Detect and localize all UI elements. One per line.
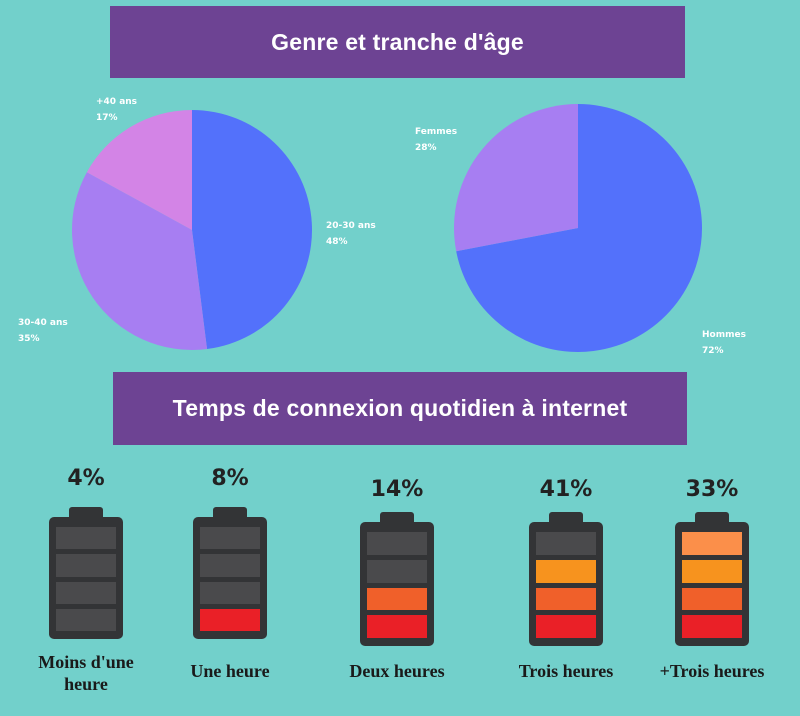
pie1-value-2: 17% xyxy=(96,113,118,123)
battery-percent: 33% xyxy=(685,477,739,502)
battery-cell xyxy=(56,554,116,577)
battery-cell xyxy=(536,559,596,583)
battery-cell xyxy=(682,587,742,611)
battery-cell xyxy=(200,608,260,631)
battery-percent: 14% xyxy=(370,477,424,502)
battery-percent: 8% xyxy=(211,466,249,491)
battery-cell xyxy=(200,527,260,550)
pie1-slice-30-40-ans xyxy=(71,172,208,351)
pie2-slice-femmes xyxy=(454,104,578,252)
battery-label: +Trois heures xyxy=(659,661,765,681)
battery-cell xyxy=(536,615,596,638)
battery-cap xyxy=(213,507,247,519)
battery-cell xyxy=(56,581,116,604)
pie-charts: 20-30 ans 48% 30-40 ans 35% +40 ans 17% Hommes… xyxy=(18,97,746,356)
pie1-label-1: 30-40 ans xyxy=(18,318,68,328)
pie1-label-0: 20-30 ans xyxy=(326,221,376,231)
battery-cell xyxy=(536,532,596,555)
pie2-slice-hommes xyxy=(456,104,702,352)
battery-cell xyxy=(200,581,260,604)
battery-cell xyxy=(682,532,742,555)
battery-cell xyxy=(367,559,427,583)
header-genre-age: Genre et tranche d'âge xyxy=(110,6,685,78)
battery-body xyxy=(675,522,749,646)
battery-body xyxy=(360,522,434,646)
battery-cell xyxy=(56,527,116,550)
battery-cell xyxy=(367,615,427,638)
battery-cell xyxy=(56,608,116,631)
pie1-value-0: 48% xyxy=(326,237,348,247)
battery-cap xyxy=(549,512,583,524)
battery-cap xyxy=(695,512,729,524)
battery-body xyxy=(193,517,267,639)
pie1-value-1: 35% xyxy=(18,334,40,344)
header-connexion-text: Temps de connexion quotidien à internet xyxy=(172,395,628,421)
pie2-label-0: Hommes xyxy=(702,330,746,340)
battery-label: Trois heures xyxy=(518,661,614,681)
battery-body xyxy=(49,517,123,639)
battery-body xyxy=(529,522,603,646)
pie2-label-1: Femmes xyxy=(415,127,457,137)
battery-cell xyxy=(200,554,260,577)
battery-cap xyxy=(380,512,414,524)
battery-label: Une heure xyxy=(190,661,270,681)
battery-cell xyxy=(367,587,427,611)
battery-cell xyxy=(682,615,742,638)
pie1-label-2: +40 ans xyxy=(96,97,137,107)
battery-cell xyxy=(536,587,596,611)
battery-cell xyxy=(682,559,742,583)
battery-cell xyxy=(367,532,427,555)
battery-cap xyxy=(69,507,103,519)
pie2-value-0: 72% xyxy=(702,346,724,356)
header-genre-age-text: Genre et tranche d'âge xyxy=(271,28,524,55)
header-connexion: Temps de connexion quotidien à internet xyxy=(113,372,687,445)
pie1-slice-20-30-ans xyxy=(192,110,313,350)
battery-label: Deux heures xyxy=(349,661,445,681)
pie2-value-1: 28% xyxy=(415,143,437,153)
battery-percent: 4% xyxy=(67,466,105,491)
battery-percent: 41% xyxy=(539,477,593,502)
battery-label: Moins d'une heure xyxy=(38,652,134,694)
pie1-slice--40-ans xyxy=(86,110,192,230)
